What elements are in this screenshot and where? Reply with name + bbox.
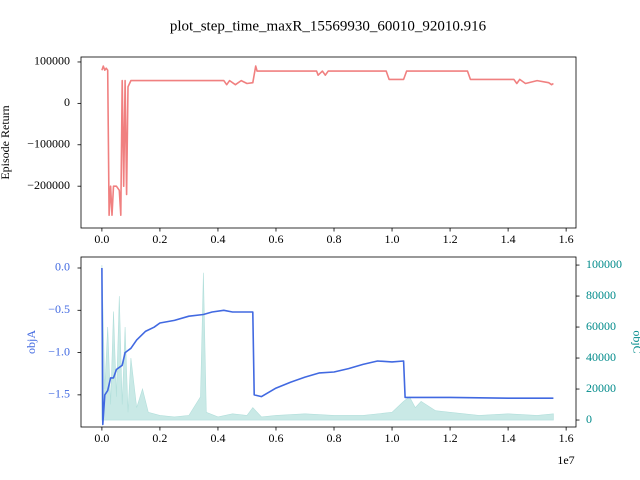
x-tick-label: 0.4	[210, 232, 225, 246]
y2-axis-label: objC	[630, 330, 640, 353]
area	[101, 265, 554, 421]
y-axis-label: objA	[24, 330, 38, 354]
x-tick-label: 0.4	[210, 431, 225, 445]
x-tick-label: 0.8	[327, 232, 342, 246]
axes-frame	[80, 56, 577, 229]
figure-title: plot_step_time_maxR_15569930_60010_92010…	[170, 18, 487, 34]
x-tick-label: 0.0	[94, 431, 109, 445]
y2-tick-label: 20000	[586, 381, 616, 395]
x-tick-label: 0.0	[94, 232, 109, 246]
y-axis-label: Episode Return	[0, 105, 12, 179]
line	[101, 267, 554, 426]
y2-tick-label: 0	[586, 412, 592, 426]
y-tick-label: −100000	[27, 137, 70, 151]
x-tick-label: 1.0	[385, 431, 400, 445]
x-offset-label: 1e7	[557, 453, 574, 467]
x-tick-label: 1.4	[501, 431, 516, 445]
x-tick-label: 0.6	[268, 232, 283, 246]
x-tick-label: 0.6	[268, 431, 283, 445]
x-tick-label: 0.8	[327, 431, 342, 445]
line	[101, 65, 554, 216]
y-tick-label: −1.0	[48, 344, 70, 358]
axes-frame	[80, 256, 577, 428]
x-tick-label: 1.2	[443, 431, 458, 445]
x-tick-label: 1.4	[501, 232, 516, 246]
x-tick-label: 0.2	[152, 431, 167, 445]
y2-tick-label: 60000	[586, 319, 616, 333]
y2-tick-label: 40000	[586, 350, 616, 364]
axes-background	[81, 257, 576, 427]
axes-background	[81, 57, 576, 228]
y-tick-label: 0.0	[55, 260, 70, 274]
y2-tick-label: 100000	[586, 257, 622, 271]
y-tick-label: −0.5	[48, 302, 70, 316]
y-tick-label: 100000	[34, 54, 70, 68]
x-tick-label: 1.6	[559, 232, 574, 246]
y-tick-label: −200000	[27, 178, 70, 192]
y-tick-label: −1.5	[48, 387, 70, 401]
x-tick-label: 1.0	[385, 232, 400, 246]
y2-tick-label: 80000	[586, 288, 616, 302]
y-tick-label: 0	[64, 95, 70, 109]
x-tick-label: 1.6	[559, 431, 574, 445]
x-tick-label: 1.2	[443, 232, 458, 246]
x-tick-label: 0.2	[152, 232, 167, 246]
